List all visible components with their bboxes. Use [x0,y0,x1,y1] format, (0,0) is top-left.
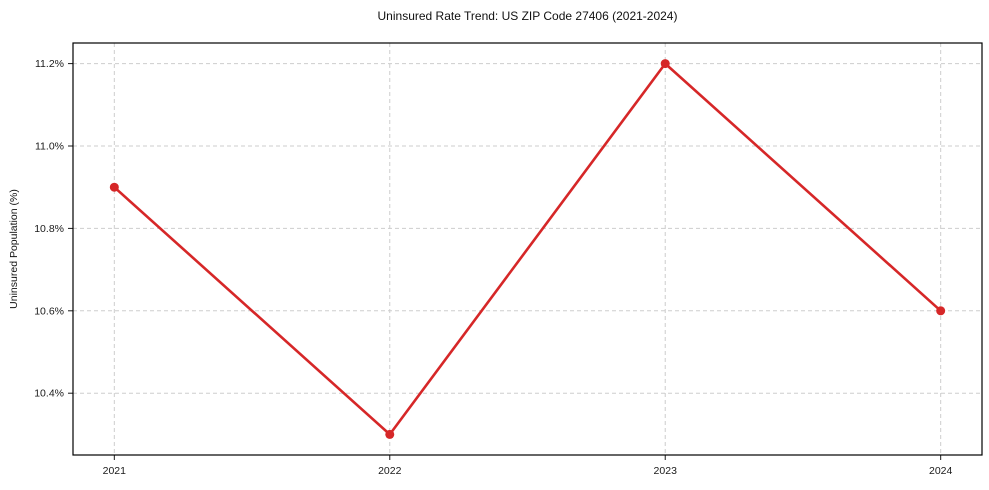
y-tick-label: 11.0% [35,141,64,153]
x-tick-label: 2023 [654,465,678,477]
plot-border [72,42,983,456]
x-tick-label: 2021 [103,465,127,477]
y-tick-label: 10.8% [34,223,64,235]
y-tick-label: 11.2% [35,58,64,70]
data-point-2022 [385,429,395,439]
data-point-2023 [660,59,670,69]
y-tick-label: 10.4% [34,388,64,400]
x-tick-label: 2024 [929,465,953,477]
data-point-2024 [936,306,946,316]
x-tick-label: 2022 [378,465,402,477]
chart-title: Uninsured Rate Trend: US ZIP Code 27406 … [377,9,678,23]
y-tick-label: 10.6% [34,305,64,317]
trend-line [113,62,942,436]
data-point-2021 [109,182,119,192]
